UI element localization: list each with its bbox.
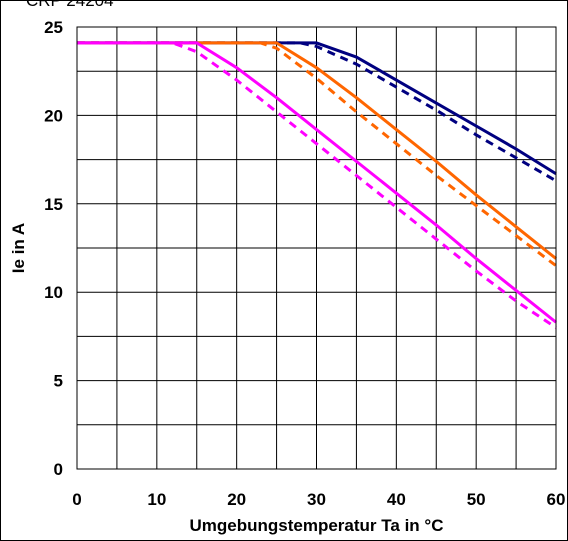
x-tick-labels: 0 10 20 30 40 50 60 [72,490,565,509]
series-line-5 [77,41,557,324]
plot-area-border [76,26,557,470]
series-line-1 [77,41,557,176]
series-line-2 [77,41,557,183]
x-tick-label: 60 [547,490,566,509]
y-tick-label: 20 [44,106,63,125]
grid-lines [76,26,557,470]
series-lines [77,41,557,329]
y-tick-label: 0 [54,460,63,479]
x-tick-label: 20 [227,490,246,509]
x-tick-label: 0 [72,490,81,509]
chart-caption: CRP 24204 [26,0,114,10]
series-line-3 [77,41,557,260]
x-axis-title: Umgebungstemperatur Ta in °C [190,516,444,535]
x-tick-label: 10 [147,490,166,509]
y-tick-label: 25 [44,18,63,37]
y-tick-label: 10 [44,283,63,302]
x-tick-label: 40 [387,490,406,509]
y-tick-label: 5 [54,372,63,391]
series-line-4 [77,41,557,267]
series-line-6 [77,41,557,329]
y-tick-label: 15 [44,195,63,214]
x-tick-label: 30 [307,490,326,509]
y-axis-title: Ie in A [9,223,28,273]
y-tick-labels: 0 5 10 15 20 25 [44,18,63,479]
x-tick-label: 50 [467,490,486,509]
